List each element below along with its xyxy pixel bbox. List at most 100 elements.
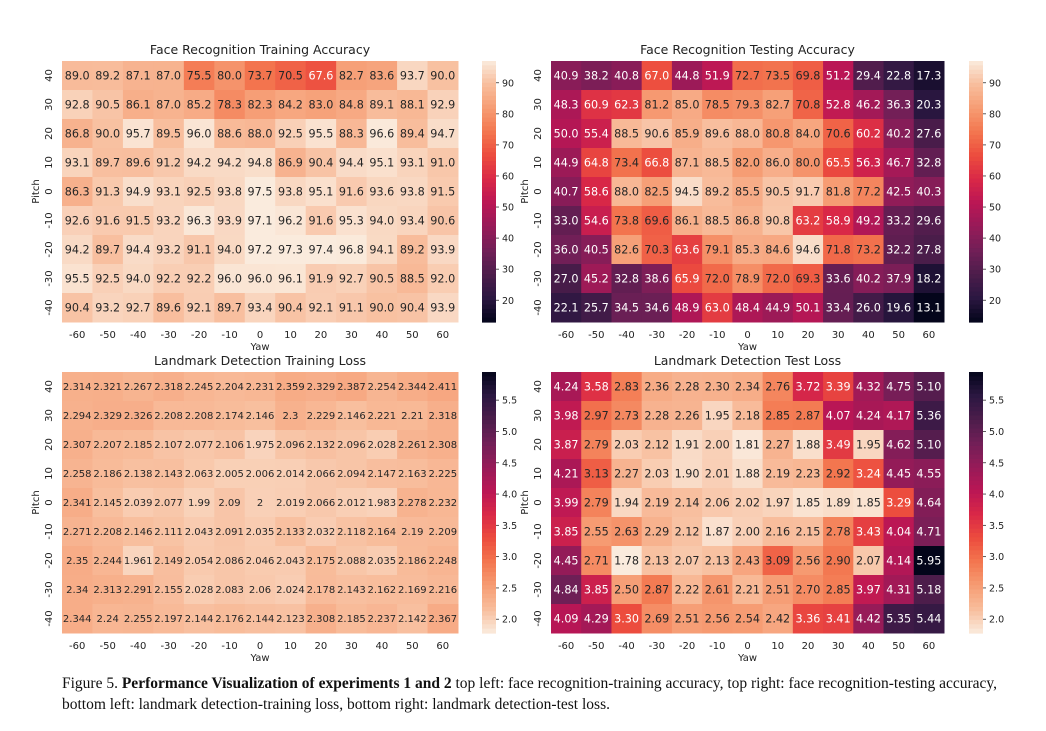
heatmap-cell (305, 517, 337, 547)
cell-value-label: 72.0 (705, 273, 730, 286)
heatmap-cell (702, 61, 733, 91)
cell-value-label: 55.4 (584, 128, 609, 141)
cell-value-label: 87.0 (156, 70, 181, 83)
x-tick-label: 30 (345, 330, 358, 341)
cell-value-label: 3.29 (886, 497, 911, 510)
cell-value-label: 2.043 (185, 527, 214, 538)
chart-title-3: Landmark Detection Training Loss (154, 353, 366, 368)
heatmap-cell (183, 517, 215, 547)
heatmap-cell (153, 293, 185, 323)
colorbar-tick-label: 5.5 (989, 396, 1004, 407)
cell-value-label: 83.0 (308, 99, 333, 112)
heatmap-cell (427, 546, 459, 576)
heatmap-cell (275, 401, 307, 431)
heatmap-cell (122, 235, 154, 265)
colorbar-segment (482, 287, 496, 293)
heatmap-cell (336, 517, 368, 547)
colorbar-segment (969, 593, 983, 599)
colorbar-segment (969, 304, 983, 310)
cell-value-label: 2.039 (124, 498, 153, 509)
cell-value-label: 2.232 (428, 498, 457, 509)
heatmap-cell (883, 604, 915, 634)
colorbar-segment (482, 546, 496, 551)
heatmap-cell (551, 459, 582, 489)
cell-value-label: 73.2 (856, 244, 881, 257)
cell-value-label: 91.6 (308, 215, 333, 228)
heatmap-cell (153, 546, 185, 576)
cell-value-label: 93.4 (400, 215, 425, 228)
cell-value-label: 86.9 (278, 157, 303, 170)
cell-value-label: 87.1 (675, 157, 700, 170)
heatmap-cell (92, 372, 124, 402)
cell-value-label: 93.8 (400, 186, 425, 199)
colorbar-segment (969, 65, 983, 71)
chart-title-2: Face Recognition Testing Accuracy (640, 42, 855, 57)
heatmap-cell (823, 575, 854, 605)
cell-value-label: 89.0 (65, 70, 90, 83)
heatmap-cell (275, 61, 307, 91)
cell-value-label: 69.8 (796, 70, 821, 83)
cell-value-label: 3.99 (554, 497, 579, 510)
colorbar-segment (969, 567, 983, 573)
colorbar-segment (969, 519, 983, 525)
heatmap-cell (214, 293, 246, 323)
y-tick-label: 30 (533, 409, 544, 422)
y-tick-label: 20 (44, 438, 55, 451)
heatmap-cell (913, 177, 945, 207)
heatmap-cell (397, 604, 429, 634)
chart-title-4: Landmark Detection Test Loss (654, 353, 841, 368)
heatmap-cell (671, 430, 703, 460)
cell-value-label: 64.8 (584, 157, 609, 170)
heatmap-cell (275, 430, 307, 460)
cell-value-label: 2.359 (276, 382, 305, 393)
heatmap-cell (366, 177, 398, 207)
y-tick-label: -30 (44, 270, 55, 286)
cell-value-label: 13.1 (916, 302, 941, 315)
heatmap-cell (853, 61, 885, 91)
heatmap-cell (336, 177, 368, 207)
heatmap-cell (913, 401, 945, 431)
x-axis-label: Yaw (249, 342, 269, 353)
x-tick-label: 20 (802, 330, 815, 341)
heatmap-cell (853, 459, 885, 489)
colorbar-segment (482, 550, 496, 556)
heatmap-cell (366, 235, 398, 265)
heatmap-cell (153, 206, 185, 236)
colorbar-segment (969, 419, 983, 425)
cell-value-label: 2.066 (307, 498, 336, 509)
cell-value-label: 94.4 (339, 157, 364, 170)
colorbar-segment (969, 287, 983, 293)
heatmap-cell (792, 459, 824, 489)
y-tick-label: -40 (533, 610, 544, 626)
cell-value-label: 90.0 (95, 128, 120, 141)
colorbar-segment (482, 278, 496, 284)
colorbar-segment (969, 126, 983, 132)
colorbar-segment (482, 291, 496, 297)
cell-value-label: 97.2 (248, 244, 273, 257)
cell-value-label: 27.8 (916, 244, 941, 257)
heatmap-cell (551, 148, 582, 178)
colorbar-segment (969, 463, 983, 469)
cell-value-label: 93.6 (369, 186, 394, 199)
heatmap-cell (305, 90, 337, 120)
colorbar-segment (969, 117, 983, 123)
colorbar-segment (482, 74, 496, 79)
cell-value-label: 2.21 (401, 411, 423, 422)
cell-value-label: 2.144 (246, 614, 275, 625)
heatmap-cell (244, 546, 276, 576)
heatmap-cell (305, 430, 337, 460)
colorbar-segment (969, 278, 983, 284)
heatmap-cell (853, 546, 885, 576)
colorbar-segment (969, 411, 983, 417)
cell-value-label: 2.143 (337, 585, 366, 596)
cell-value-label: 96.3 (187, 215, 212, 228)
cell-value-label: 70.3 (644, 244, 669, 257)
colorbar-segment (482, 139, 496, 145)
y-tick-label: -40 (44, 610, 55, 626)
heatmap-cell (366, 372, 398, 402)
cell-value-label: 89.6 (156, 302, 181, 315)
cell-value-label: 89.2 (705, 186, 730, 199)
cell-value-label: 95.5 (65, 273, 90, 286)
colorbar-segment (482, 454, 496, 460)
heatmap-cell (702, 459, 733, 489)
